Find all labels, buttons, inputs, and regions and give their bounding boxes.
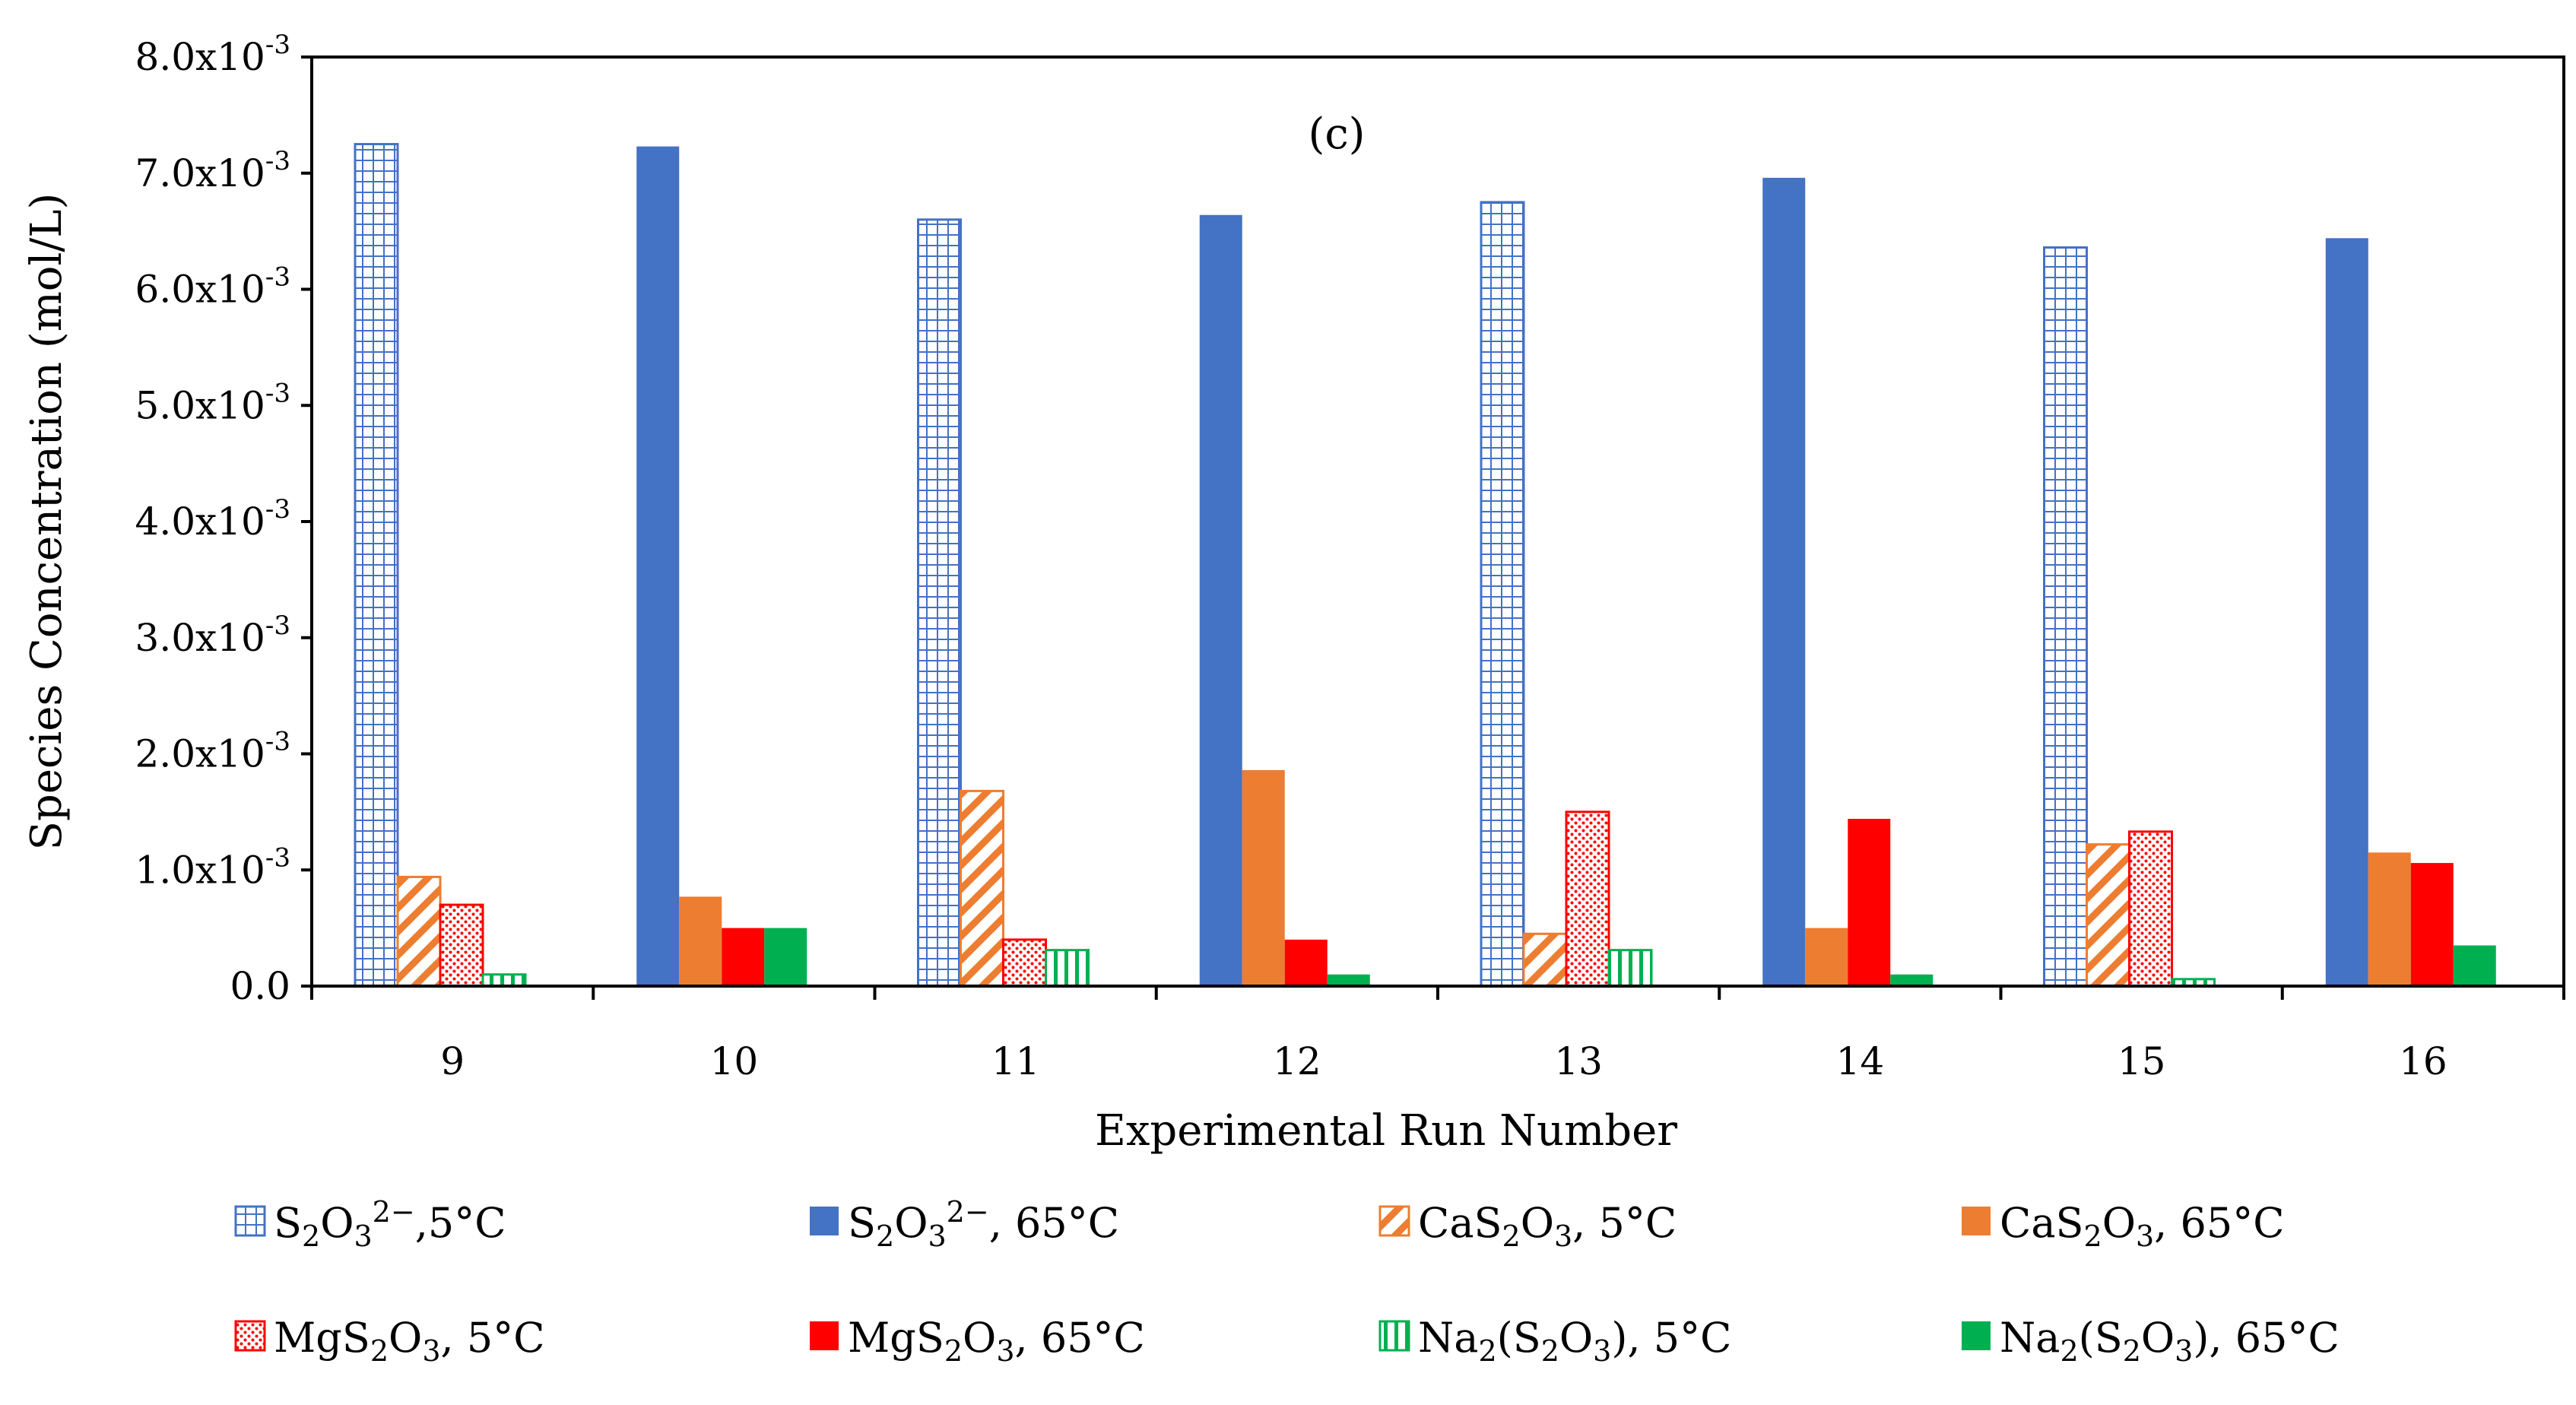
y-axis-ticks: 0.01.0x10-32.0x10-33.0x10-34.0x10-35.0x1…: [135, 30, 312, 1008]
y-tick-mantissa: 7.0x10: [135, 151, 265, 195]
bar: [1002, 938, 1047, 988]
x-tick-label: 12: [1273, 1039, 1321, 1083]
legend-label: S2O32−, 65°C: [848, 1195, 1119, 1253]
legend-label: CaS2O3, 5°C: [1418, 1199, 1677, 1253]
y-tick-label: 3.0x10-3: [135, 611, 290, 660]
y-tick-exponent: -3: [265, 611, 290, 641]
bar: [1762, 177, 1806, 987]
legend-label: CaS2O3, 65°C: [2000, 1199, 2285, 1253]
y-tick-mantissa: 3.0x10: [135, 616, 265, 660]
y-tick-label: 7.0x10-3: [135, 146, 290, 195]
bar: [917, 218, 962, 988]
legend-label: MgS2O3, 5°C: [274, 1314, 545, 1368]
bar: [1199, 214, 1242, 986]
x-tick-label: 9: [440, 1039, 465, 1083]
x-tick-label: 15: [2118, 1039, 2166, 1083]
y-tick-label: 5.0x10-3: [135, 378, 290, 427]
bar: [2325, 238, 2368, 986]
y-tick-mantissa: 4.0x10: [135, 500, 265, 544]
y-tick-mantissa: 6.0x10: [135, 268, 265, 312]
legend-key: [234, 1320, 266, 1352]
y-tick-mantissa: 2.0x10: [135, 732, 265, 776]
bar: [1242, 769, 1285, 986]
legend-key: [1962, 1321, 1991, 1350]
y-tick-exponent: -3: [265, 378, 290, 408]
bar: [1848, 819, 1891, 986]
bar: [481, 973, 527, 988]
bar: [679, 896, 722, 986]
y-tick-label: 0.0: [230, 964, 290, 1008]
legend-key: [810, 1321, 839, 1350]
y-tick-mantissa: 5.0x10: [135, 383, 265, 427]
bar: [439, 903, 484, 988]
y-tick-exponent: -3: [265, 494, 290, 525]
chart-annotation: (c): [1308, 109, 1365, 159]
y-tick-exponent: -3: [265, 30, 290, 60]
legend-label: S2O32−,5°C: [274, 1195, 506, 1253]
bar: [2128, 830, 2173, 988]
x-tick-label: 14: [1836, 1039, 1885, 1083]
legend-key: [810, 1207, 839, 1235]
y-tick-mantissa: 1.0x10: [135, 848, 265, 892]
y-tick-exponent: -3: [265, 727, 290, 757]
bar: [1045, 949, 1090, 988]
bar: [636, 146, 680, 987]
legend-key: [234, 1205, 266, 1237]
bar: [2453, 945, 2496, 986]
x-axis-ticks: 9 10 11 12 13 14 15 16: [310, 986, 2565, 1083]
y-tick-label: 1.0x10-3: [135, 842, 290, 892]
bar: [2043, 246, 2088, 988]
x-tick-label: 10: [710, 1039, 759, 1083]
bar: [1565, 810, 1610, 988]
bar: [2410, 863, 2454, 986]
y-tick-exponent: -3: [265, 262, 290, 293]
y-tick-label: 8.0x10-3: [135, 30, 290, 79]
legend: S2O32−,5°C S2O32−, 65°C CaS2O3, 5°C CaS2O3,…: [234, 1195, 2340, 1368]
y-axis-title: Species Concentration (mol/L): [22, 193, 71, 851]
bar: [354, 143, 399, 988]
bar: [1805, 928, 1848, 986]
y-tick-mantissa: 0.0: [230, 964, 290, 1008]
y-tick-label: 6.0x10-3: [135, 262, 290, 312]
legend-label: Na2(S2O3), 5°C: [1418, 1314, 1731, 1368]
bar: [1522, 932, 1568, 988]
bar: [1607, 949, 1653, 988]
legend-key: [1962, 1207, 1991, 1235]
legend-label: Na2(S2O3), 65°C: [2000, 1314, 2340, 1368]
legend-key: [1378, 1205, 1410, 1237]
bar: [396, 875, 442, 988]
y-tick-label: 4.0x10-3: [135, 494, 290, 544]
bar: [1480, 201, 1525, 988]
y-tick-mantissa: 8.0x10: [135, 35, 265, 79]
legend-label: MgS2O3, 65°C: [848, 1314, 1145, 1368]
x-tick-label: 13: [1554, 1039, 1603, 1083]
x-axis-title: Experimental Run Number: [1095, 1106, 1677, 1156]
x-tick-label: 11: [991, 1039, 1040, 1083]
x-tick-label: 16: [2399, 1039, 2448, 1083]
legend-key: [1378, 1320, 1410, 1352]
bar: [1327, 974, 1370, 986]
bar: [2368, 852, 2411, 986]
bar: [1890, 974, 1934, 986]
bar-marks: [354, 143, 2496, 988]
bar: [960, 789, 1004, 988]
bar: [722, 928, 765, 986]
bar: [764, 928, 807, 986]
y-tick-exponent: -3: [265, 146, 290, 176]
y-tick-exponent: -3: [265, 842, 290, 873]
bar: [2086, 843, 2130, 988]
y-tick-label: 2.0x10-3: [135, 727, 290, 776]
bar: [1284, 939, 1328, 986]
